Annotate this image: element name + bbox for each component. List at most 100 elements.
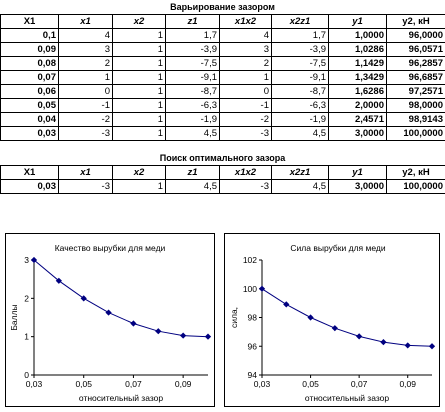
table-cell: -8,7	[271, 84, 329, 99]
table-cell: -1,9	[271, 112, 329, 127]
y-tick-label: 1	[24, 332, 29, 342]
column-header: x2	[112, 165, 166, 180]
table-cell: -2	[219, 112, 272, 127]
table-cell: -3	[219, 126, 272, 141]
column-header: x1x2	[219, 165, 272, 180]
table-row: 0,09 3 1 -3,9 3 -3,9 1,0286 96,0571	[0, 42, 445, 57]
x-tick-label: 0,09	[399, 379, 416, 389]
y-tick-label: 98	[248, 313, 258, 323]
table-cell: -3,9	[271, 42, 329, 57]
series-line	[261, 288, 433, 347]
x-tick-label: 0,07	[125, 379, 142, 389]
table-cell: 1,1429	[328, 56, 387, 71]
table-cell: 1	[112, 126, 166, 141]
data-point	[307, 314, 314, 321]
table-cell: 0	[58, 84, 113, 99]
table-cell: 1,0286	[328, 42, 387, 57]
table-cell: 3,0000	[328, 126, 387, 141]
table-cell: 3	[219, 42, 272, 57]
table-cell: 0	[219, 84, 272, 99]
table-cell: -1	[58, 98, 113, 113]
y-axis-label: сила,	[229, 307, 239, 328]
table-cell: 0,03	[0, 126, 59, 141]
table-cell: 1,7	[271, 28, 329, 43]
section-title-optimum: Поиск оптимального зазора	[159, 153, 286, 163]
section-title-variation: Варьирование зазором	[170, 2, 275, 12]
column-header: x2z1	[271, 14, 329, 29]
table-cell: 1	[112, 84, 166, 99]
table-cell: 0,09	[0, 42, 59, 57]
table-cell: -9,1	[271, 70, 329, 85]
table-cell: -6,3	[165, 98, 220, 113]
data-point	[380, 339, 387, 346]
table-cell: 1,6286	[328, 84, 387, 99]
column-header: x2	[112, 14, 166, 29]
x-tick-label: 0,05	[75, 379, 92, 389]
data-point	[80, 295, 87, 302]
table-cell: 96,0000	[386, 28, 445, 43]
table-row: 0,03 -3 1 4,5 -3 4,5 3,0000 100,0000	[0, 179, 445, 194]
column-header: z1	[165, 165, 220, 180]
table-cell: -6,3	[271, 98, 329, 113]
column-header: x1	[58, 165, 113, 180]
table-cell: 0,08	[0, 56, 59, 71]
table-cell: 4,5	[165, 126, 220, 141]
column-header: y1	[328, 165, 387, 180]
table-cell: 2	[58, 56, 113, 71]
table-cell: 0,07	[0, 70, 59, 85]
column-header: x1	[58, 14, 113, 29]
y-tick-label: 3	[24, 255, 29, 265]
force-chart-svg: Сила вырубки для меди 94 96 98 100 102 0,03 0,0…	[229, 243, 436, 403]
table-cell: -1,9	[165, 112, 220, 127]
quality-chart-svg: Качество вырубки для меди 0 1 2 3 0,03 0,05 0,0…	[9, 243, 212, 403]
table-cell: 1	[112, 42, 166, 57]
table-row: 0,06 0 1 -8,7 0 -8,7 1,6286 97,2571	[0, 84, 445, 99]
data-point	[180, 332, 187, 339]
table-cell: 96,6857	[386, 70, 445, 85]
table-cell: 0,06	[0, 84, 59, 99]
table-row: 0,05 -1 1 -6,3 -1 -6,3 2,0000 98,0000	[0, 98, 445, 113]
table-cell: 1,7	[165, 28, 220, 43]
data-point	[258, 285, 266, 292]
table-cell: 1	[112, 179, 166, 194]
quality-chart: Качество вырубки для меди 0 1 2 3 0,03 0,05 0,0…	[5, 233, 215, 407]
data-point	[30, 256, 38, 264]
table-cell: -3	[219, 179, 272, 194]
data-point	[130, 320, 137, 327]
table-row: 0,08 2 1 -7,5 2 -7,5 1,1429 96,2857	[0, 56, 445, 71]
y-tick-label: 96	[248, 341, 258, 351]
table-cell: 2,4571	[328, 112, 387, 127]
x-tick-label: 0,05	[302, 379, 319, 389]
table-cell: 1	[112, 70, 166, 85]
table-cell: 4,5	[271, 126, 329, 141]
x-tick-label: 0,03	[26, 379, 43, 389]
y-tick-label: 100	[243, 284, 257, 294]
data-point	[331, 325, 338, 332]
column-header: y2, кН	[386, 165, 445, 180]
series-line	[33, 259, 209, 338]
table-cell: 100,0000	[386, 126, 445, 141]
table-cell: 1	[58, 70, 113, 85]
x-tick-label: 0,03	[254, 379, 271, 389]
table-cell: -3	[58, 126, 113, 141]
chart-title: Качество вырубки для меди	[55, 243, 166, 253]
table-cell: -1	[219, 98, 272, 113]
table-cell: 98,0000	[386, 98, 445, 113]
table-cell: 1	[112, 98, 166, 113]
optimum-table-header-row: X1 x1 x2 z1 x1x2 x2z1 y1 y2, кН	[0, 165, 445, 180]
y-tick-label: 2	[24, 293, 29, 303]
column-header: z1	[165, 14, 220, 29]
data-point	[155, 328, 162, 335]
y-tick-label: 0	[24, 370, 29, 380]
variation-table: X1 x1 x2 z1 x1x2 x2z1 y1 y2, кН 0,1 4 1 1,7 4 1,7 1,00…	[0, 14, 445, 141]
column-header: x2z1	[271, 165, 329, 180]
column-header: x1x2	[219, 14, 272, 29]
table-cell: 0,03	[0, 179, 59, 194]
table-cell: -2	[58, 112, 113, 127]
y-tick-label: 94	[248, 370, 258, 380]
table-cell: 1,3429	[328, 70, 387, 85]
table-cell: -3,9	[165, 42, 220, 57]
y-axis-label: Баллы	[9, 304, 19, 330]
variation-table-header-row: X1 x1 x2 z1 x1x2 x2z1 y1 y2, кН	[0, 14, 445, 29]
table-cell: 1	[112, 112, 166, 127]
